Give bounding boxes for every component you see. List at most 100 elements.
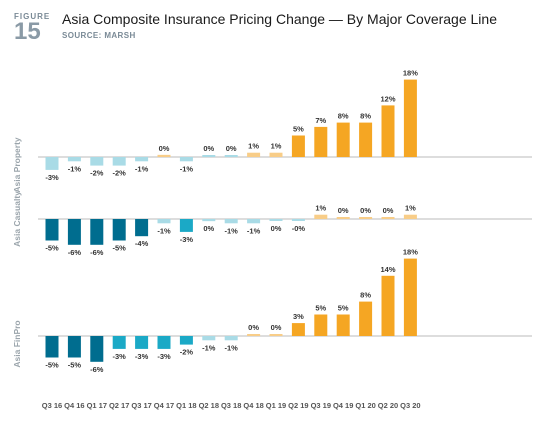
bar (90, 157, 104, 166)
bar (90, 219, 104, 245)
x-tick-label: Q4 19 (333, 401, 353, 410)
x-tick-label: Q3 19 (311, 401, 331, 410)
data-label: -3% (45, 173, 59, 182)
data-label: 8% (338, 112, 349, 121)
data-label: 1% (271, 142, 282, 151)
data-label: 1% (405, 204, 416, 213)
data-label: -3% (180, 235, 194, 244)
data-label: 0% (226, 144, 237, 153)
x-tick-label: Q2 19 (288, 401, 308, 410)
bar (135, 157, 149, 162)
data-label: -3% (157, 352, 171, 361)
bar (135, 336, 149, 349)
bar (314, 314, 328, 336)
bar (403, 258, 417, 336)
data-label: -1% (202, 343, 216, 352)
data-label: -0% (292, 224, 306, 233)
data-label: 12% (380, 94, 395, 103)
panel-label: Asia Casualty (12, 191, 22, 247)
data-label: 0% (248, 323, 259, 332)
data-label: 0% (271, 224, 282, 233)
bar (247, 219, 261, 224)
bar (179, 157, 193, 162)
x-tick-label: Q4 18 (243, 401, 263, 410)
bar (202, 336, 216, 341)
bar (291, 135, 305, 157)
bar (336, 217, 350, 219)
bar (381, 105, 395, 157)
bar (179, 336, 193, 345)
data-label: 14% (380, 265, 395, 274)
bar (314, 214, 328, 219)
data-label: 5% (338, 304, 349, 313)
data-label: -1% (135, 164, 149, 173)
bar (179, 219, 193, 232)
data-label: -3% (135, 352, 149, 361)
data-label: 18% (403, 248, 418, 257)
figure-label: FIGURE (14, 12, 51, 21)
bar (247, 334, 261, 336)
bar (359, 122, 373, 157)
bar (224, 336, 238, 341)
data-label: -5% (113, 244, 127, 253)
data-label: -1% (68, 164, 82, 173)
bar (67, 219, 81, 245)
x-tick-label: Q3 20 (400, 401, 420, 410)
x-tick-label: Q2 18 (199, 401, 219, 410)
bar (224, 155, 238, 157)
data-label: -4% (135, 239, 149, 248)
bar (269, 219, 283, 221)
data-label: -1% (180, 164, 194, 173)
bar (112, 336, 126, 349)
data-label: -1% (157, 226, 171, 235)
data-label: 1% (248, 142, 259, 151)
data-label: 1% (315, 204, 326, 213)
data-label: -5% (45, 361, 59, 370)
panel-label: Asia Property (12, 137, 22, 193)
bar (67, 157, 81, 162)
bar (269, 334, 283, 336)
data-label: -6% (90, 365, 104, 374)
bar (202, 155, 216, 157)
data-label: 5% (315, 304, 326, 313)
bar (381, 275, 395, 336)
panel-label: Asia FinPro (12, 320, 22, 367)
bar (359, 217, 373, 219)
data-label: 0% (338, 206, 349, 215)
bar (135, 219, 149, 237)
x-tick-label: Q4 17 (154, 401, 174, 410)
data-label: 18% (403, 69, 418, 78)
x-tick-label: Q1 19 (266, 401, 286, 410)
data-label: -5% (45, 244, 59, 253)
bar (336, 122, 350, 157)
bar (224, 219, 238, 224)
data-label: 0% (159, 144, 170, 153)
data-label: -1% (225, 226, 239, 235)
x-tick-label: Q2 17 (109, 401, 129, 410)
data-label: -2% (90, 169, 104, 178)
bar (202, 219, 216, 222)
bar (157, 336, 171, 349)
data-label: -2% (180, 348, 194, 357)
data-label: 0% (360, 206, 371, 215)
bar (112, 157, 126, 166)
x-tick-label: Q2 20 (378, 401, 398, 410)
x-tick-label: Q1 18 (176, 401, 196, 410)
bar (157, 219, 171, 224)
bar (90, 336, 104, 362)
data-label: -1% (247, 226, 261, 235)
data-label: -3% (113, 352, 127, 361)
bar (247, 152, 261, 157)
bar (112, 219, 126, 241)
bar (403, 79, 417, 157)
data-label: 0% (203, 224, 214, 233)
figure-number: 15 (14, 18, 41, 45)
data-label: 0% (271, 323, 282, 332)
bar (45, 336, 59, 358)
data-label: 0% (203, 144, 214, 153)
data-label: 8% (360, 112, 371, 121)
chart-title: Asia Composite Insurance Pricing Change … (62, 11, 497, 27)
bar (291, 323, 305, 336)
